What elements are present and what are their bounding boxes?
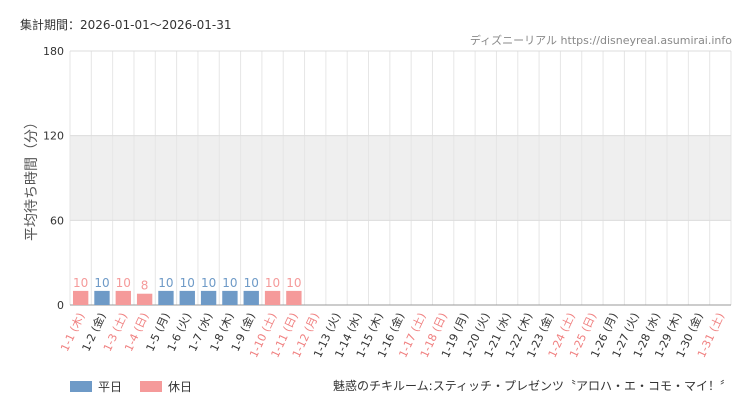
plot-band: [70, 135, 731, 221]
y-tick-label: 0: [57, 299, 64, 312]
bar: [94, 290, 110, 305]
bar: [179, 290, 195, 305]
legend-item-holiday: 休日: [140, 378, 192, 395]
y-axis-title: 平均待ち時間（分）: [24, 115, 40, 241]
legend-item-weekday: 平日: [70, 378, 122, 395]
bar: [136, 293, 153, 305]
y-tick-label: 60: [50, 214, 64, 227]
bar: [158, 290, 174, 305]
bar-value-label: 10: [180, 276, 195, 290]
bar-value-label: 10: [244, 276, 259, 290]
bar-value-label: 10: [116, 276, 131, 290]
legend-swatch-weekday: [70, 381, 92, 392]
bar-value-label: 8: [141, 279, 149, 293]
bar: [222, 290, 238, 305]
legend-label-holiday: 休日: [168, 380, 193, 394]
bar-value-label: 10: [73, 276, 88, 290]
bar-value-label: 10: [265, 276, 280, 290]
legend-swatch-holiday: [140, 381, 163, 392]
period-text: 集計期間：2026-01-01〜2026-01-31: [20, 18, 232, 32]
attraction-name: 魅惑のチキルーム:スティッチ・プレゼンツ〝アロハ・エ・コモ・マイ！〞: [333, 379, 732, 393]
bar: [243, 290, 259, 305]
bar-value-label: 10: [201, 276, 216, 290]
bar: [115, 290, 131, 305]
bar: [72, 290, 89, 305]
bar-value-label: 10: [94, 276, 109, 290]
bar: [264, 290, 281, 305]
bar-value-label: 10: [158, 276, 173, 290]
legend-label-weekday: 平日: [98, 380, 123, 394]
bar-value-label: 10: [286, 276, 301, 290]
bar: [286, 290, 302, 305]
y-tick-label: 180: [43, 45, 64, 58]
y-tick-label: 120: [43, 130, 64, 143]
bar: [200, 290, 217, 305]
bar-value-label: 10: [222, 276, 237, 290]
site-credit: ディズニーリアル https://disneyreal.asumirai.inf…: [469, 34, 732, 47]
legend: 平日 休日: [70, 378, 192, 395]
